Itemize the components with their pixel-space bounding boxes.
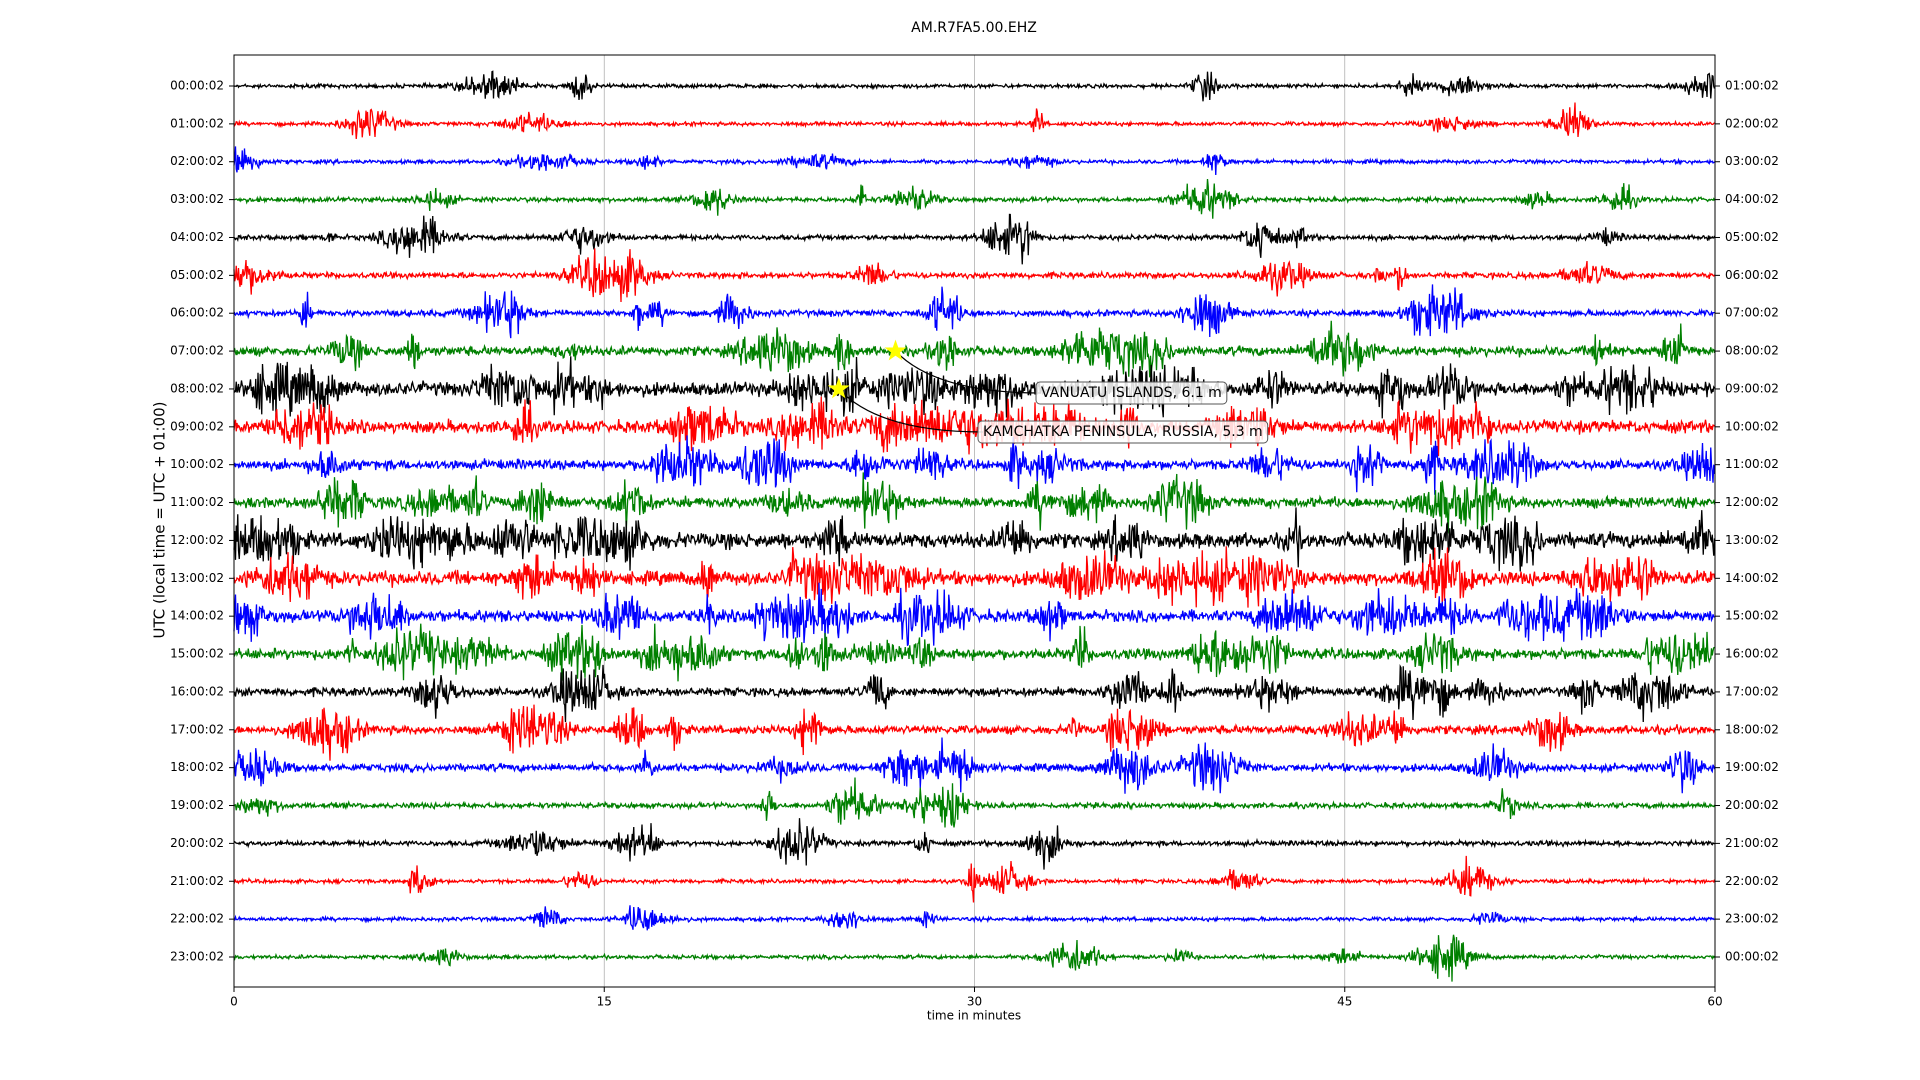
y-tick-label-left: 00:00:02 <box>170 79 224 93</box>
annotation-arrow <box>895 350 1042 394</box>
event-star <box>827 377 850 399</box>
y-tick-label-left: 15:00:02 <box>170 647 224 661</box>
trace <box>233 472 1716 534</box>
trace <box>233 546 1716 608</box>
y-tick-label-right: 19:00:02 <box>1725 760 1779 774</box>
y-tick-label-right: 01:00:02 <box>1725 79 1779 93</box>
y-tick-label-right: 22:00:02 <box>1725 874 1779 888</box>
x-tick-label: 60 <box>1707 995 1722 1009</box>
trace <box>233 777 1716 828</box>
y-tick-label-left: 11:00:02 <box>170 495 224 509</box>
trace <box>233 737 1716 794</box>
trace <box>233 855 1716 903</box>
trace <box>233 102 1715 139</box>
y-tick-label-left: 10:00:02 <box>170 457 224 471</box>
y-tick-label-right: 20:00:02 <box>1725 798 1779 812</box>
y-tick-label-left: 23:00:02 <box>170 950 224 964</box>
trace <box>233 396 1716 457</box>
y-tick-label-right: 21:00:02 <box>1725 836 1779 850</box>
x-tick-label: 15 <box>597 995 612 1009</box>
y-tick-label-left: 03:00:02 <box>170 192 224 206</box>
trace <box>233 818 1715 870</box>
y-tick-label-left: 19:00:02 <box>170 798 224 812</box>
y-tick-label-right: 04:00:02 <box>1725 192 1779 206</box>
plot-frame <box>233 54 1716 988</box>
trace <box>233 934 1716 982</box>
y-tick-label-right: 14:00:02 <box>1725 571 1779 585</box>
y-tick-label-right: 03:00:02 <box>1725 154 1779 168</box>
trace <box>233 356 1716 419</box>
trace <box>233 435 1716 495</box>
y-tick-label-right: 00:00:02 <box>1725 950 1779 964</box>
y-tick-label-left: 12:00:02 <box>170 533 224 547</box>
annotation-box <box>1035 381 1228 405</box>
annotation-arrow <box>838 388 984 433</box>
y-tick-label-left: 18:00:02 <box>170 760 224 774</box>
y-tick-label-right: 15:00:02 <box>1725 609 1779 623</box>
y-tick-label-left: 20:00:02 <box>170 836 224 850</box>
trace <box>233 70 1716 102</box>
annotation: KAMCHATKA PENINSULA, RUSSIA, 5.3 m <box>977 420 1269 444</box>
x-tick-label: 30 <box>967 995 982 1009</box>
y-tick-label-right: 23:00:02 <box>1725 912 1779 926</box>
y-tick-label-right: 09:00:02 <box>1725 381 1779 395</box>
y-tick-label-right: 17:00:02 <box>1725 684 1779 698</box>
x-axis-label: time in minutes <box>927 1009 1021 1023</box>
trace <box>233 146 1716 175</box>
y-tick-label-right: 05:00:02 <box>1725 230 1779 244</box>
x-tick-label: 45 <box>1337 995 1352 1009</box>
y-tick-label-right: 11:00:02 <box>1725 457 1779 471</box>
chart-title: AM.R7FA5.00.EHZ <box>911 20 1037 36</box>
y-tick-label-left: 09:00:02 <box>170 419 224 433</box>
annotation-label: VANUATU ISLANDS, 6.1 m <box>1041 385 1222 401</box>
trace <box>233 905 1715 931</box>
x-tick-label: 0 <box>230 995 238 1009</box>
y-tick-label-left: 14:00:02 <box>170 609 224 623</box>
y-axis-label: UTC (local time = UTC + 01:00) <box>151 402 169 639</box>
annotation-box <box>977 420 1269 444</box>
y-tick-label-right: 06:00:02 <box>1725 268 1779 282</box>
y-tick-label-left: 17:00:02 <box>170 722 224 736</box>
trace <box>233 582 1715 647</box>
trace <box>233 664 1715 723</box>
y-tick-label-right: 07:00:02 <box>1725 306 1779 320</box>
trace <box>233 178 1716 219</box>
y-tick-label-right: 18:00:02 <box>1725 722 1779 736</box>
trace <box>233 507 1716 572</box>
trace <box>233 704 1716 761</box>
y-tick-label-right: 10:00:02 <box>1725 419 1779 433</box>
trace <box>233 248 1716 303</box>
trace <box>233 320 1716 378</box>
trace <box>233 623 1715 682</box>
y-tick-label-left: 13:00:02 <box>170 571 224 585</box>
y-tick-label-left: 06:00:02 <box>170 306 224 320</box>
y-tick-label-right: 08:00:02 <box>1725 344 1779 358</box>
y-tick-label-right: 12:00:02 <box>1725 495 1779 509</box>
y-tick-label-right: 16:00:02 <box>1725 647 1779 661</box>
y-tick-label-left: 16:00:02 <box>170 684 224 698</box>
y-tick-label-left: 05:00:02 <box>170 268 224 282</box>
y-tick-label-right: 02:00:02 <box>1725 116 1779 130</box>
traces <box>233 70 1716 982</box>
y-tick-label-left: 07:00:02 <box>170 344 224 358</box>
y-tick-label-left: 04:00:02 <box>170 230 224 244</box>
annotation: VANUATU ISLANDS, 6.1 m <box>1035 381 1228 405</box>
y-tick-label-left: 21:00:02 <box>170 874 224 888</box>
trace <box>233 284 1715 339</box>
y-tick-label-left: 22:00:02 <box>170 912 224 926</box>
event-star <box>884 339 907 361</box>
y-tick-label-left: 08:00:02 <box>170 381 224 395</box>
trace <box>233 213 1716 265</box>
y-tick-label-left: 01:00:02 <box>170 116 224 130</box>
annotation-label: KAMCHATKA PENINSULA, RUSSIA, 5.3 m <box>983 424 1263 440</box>
y-tick-label-left: 02:00:02 <box>170 154 224 168</box>
y-tick-label-right: 13:00:02 <box>1725 533 1779 547</box>
